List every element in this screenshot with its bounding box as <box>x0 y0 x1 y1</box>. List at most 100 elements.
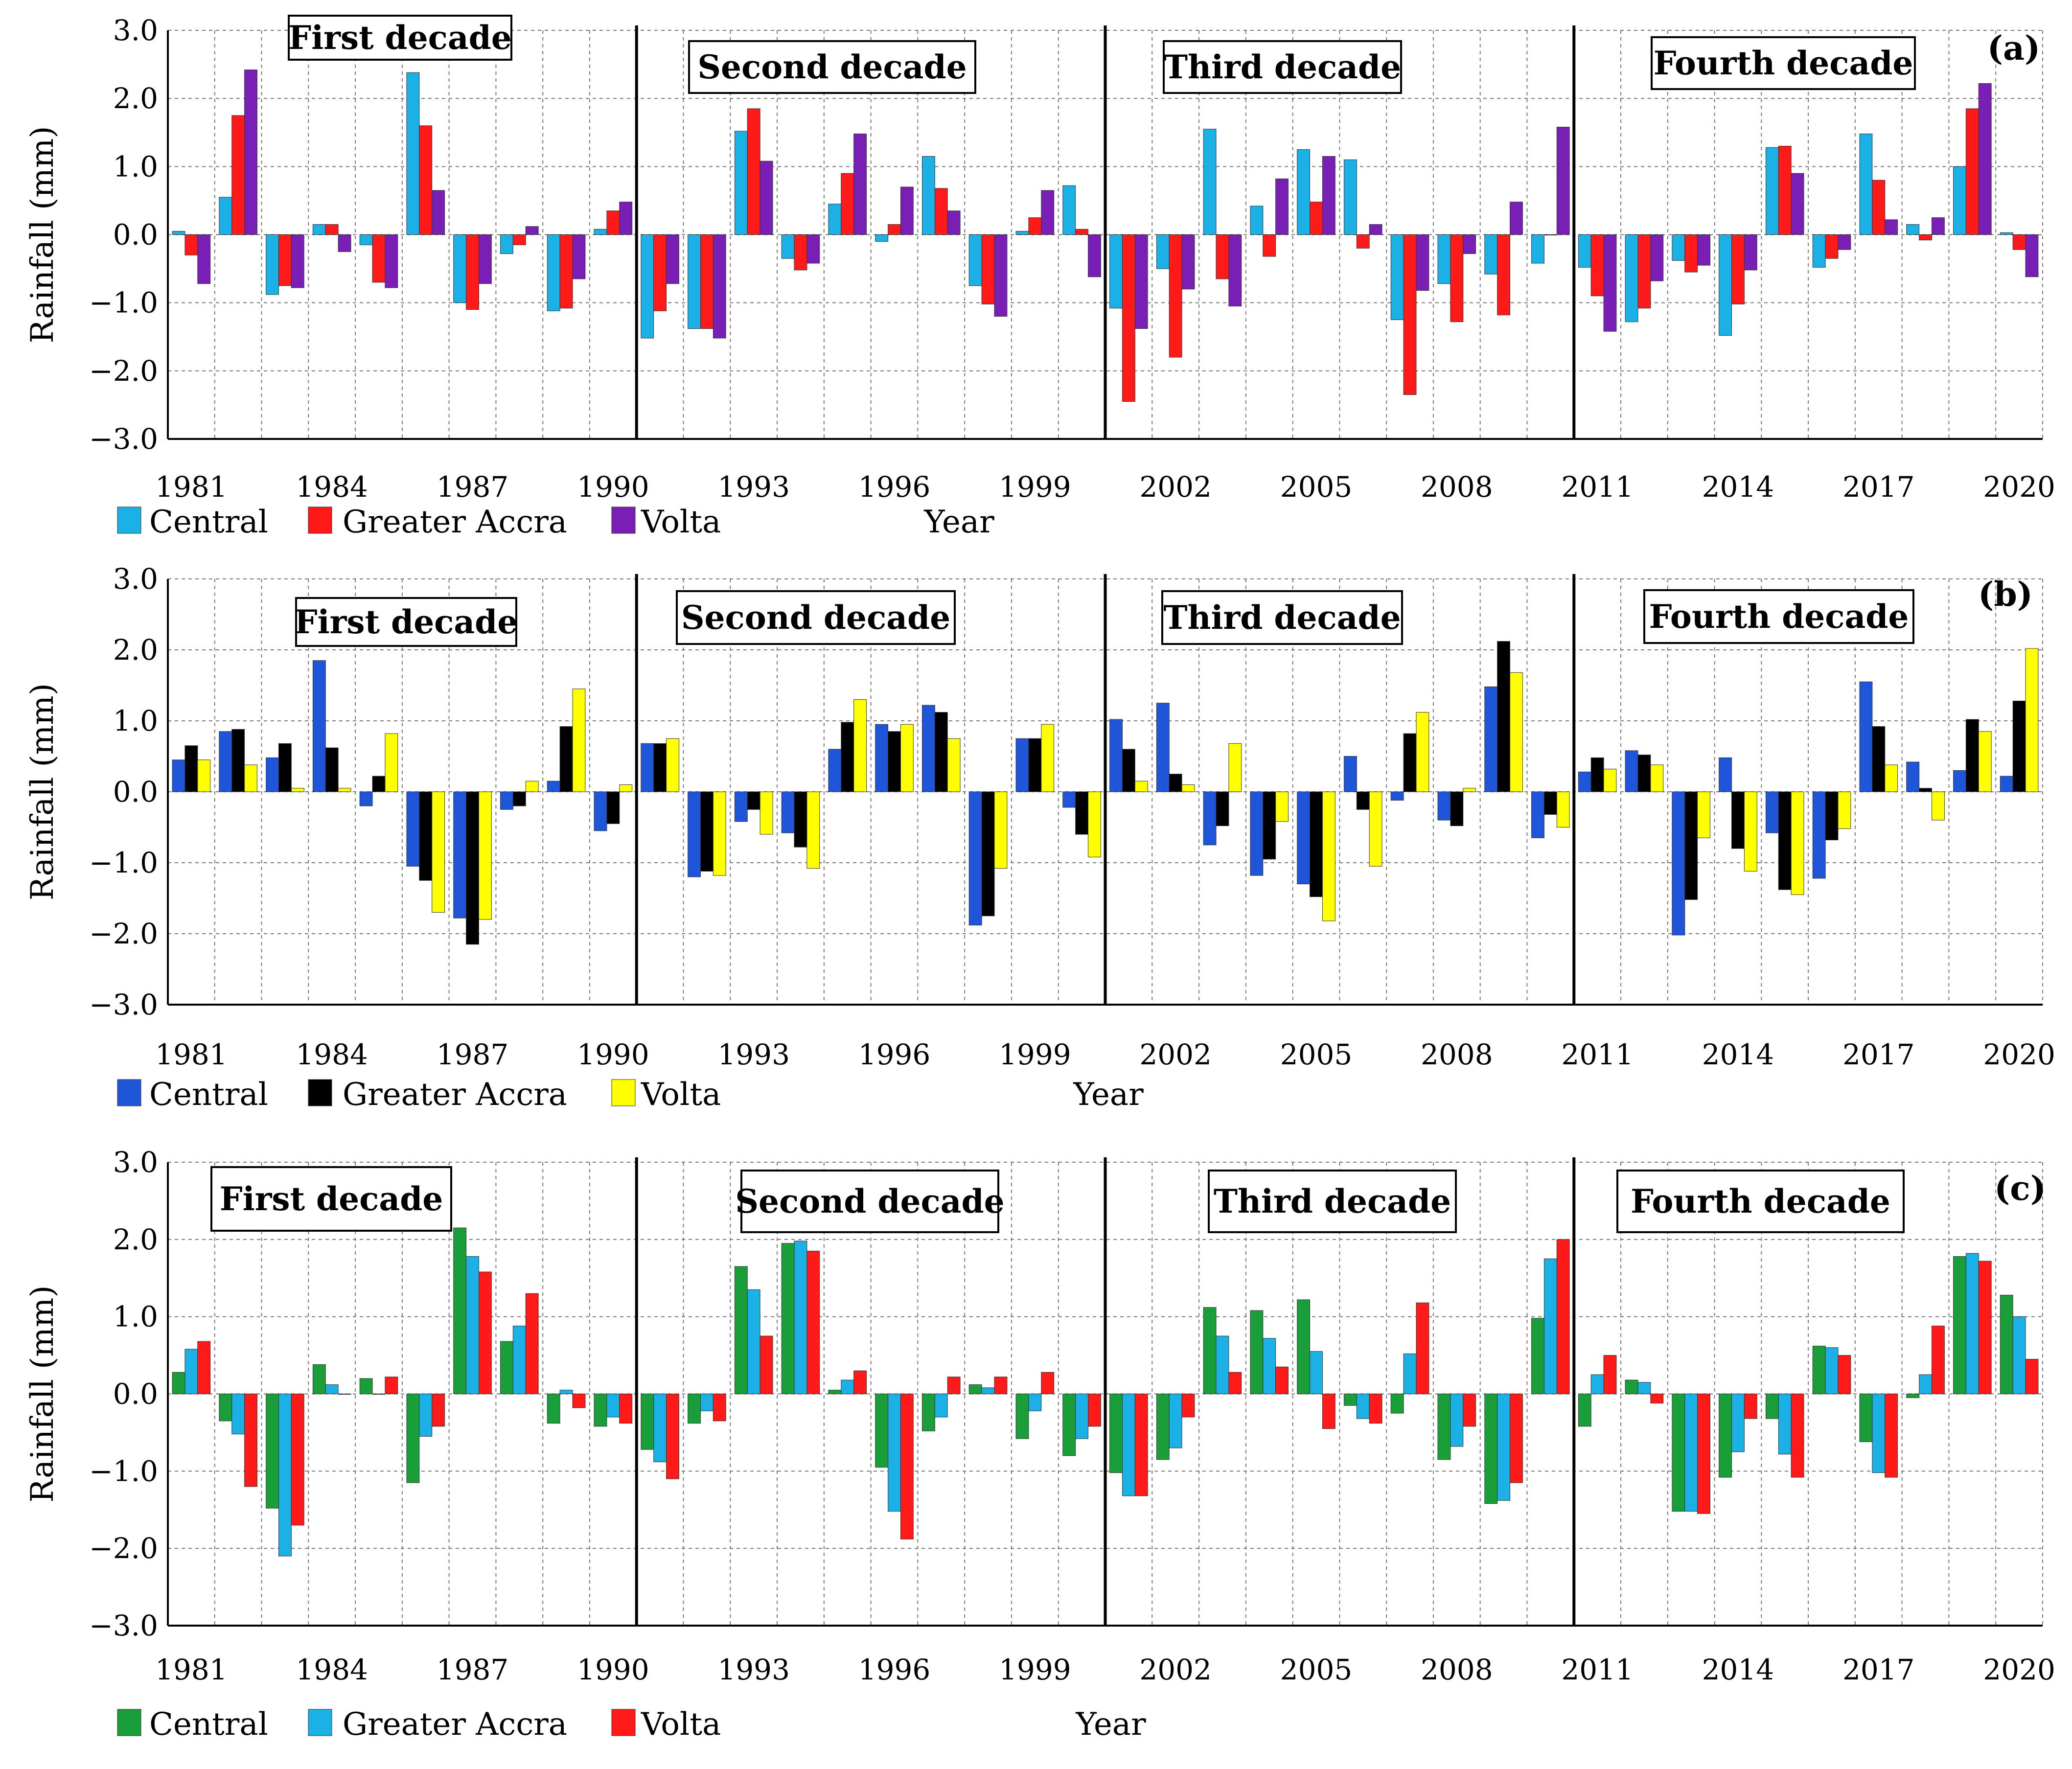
bar-volta-1996 <box>900 724 914 792</box>
bar-volta-1994 <box>806 1251 820 1394</box>
y-tick-label: −3.0 <box>89 1609 158 1642</box>
bar-greater-accra-1993 <box>747 1289 760 1395</box>
bar-central-1998 <box>968 791 982 926</box>
chart-panel-a: 3.0 2.0 1.0 0.0 −1.0 −2.0 −3.0 1981 1984 1987 1990… <box>24 14 2055 540</box>
bar-central-2017 <box>1859 134 1873 235</box>
bar-central-2001 <box>1109 1394 1123 1473</box>
bar-volta-1993 <box>760 1335 773 1394</box>
decade-label: Third decade <box>1214 1182 1451 1220</box>
legend-swatch-greater-accra <box>308 1709 332 1736</box>
legend-swatch-central <box>117 1079 141 1106</box>
legend-label-central: Central <box>149 1706 268 1743</box>
x-tick-label: 2005 <box>1280 1038 1353 1071</box>
y-axis-title: Rainfall (mm) <box>24 1286 61 1503</box>
bar-greater-accra-2000 <box>1075 229 1089 235</box>
bar-central-2013 <box>1672 234 1685 261</box>
legend-label-greater-accra: Greater Accra <box>343 1077 567 1113</box>
bar-volta-1982 <box>244 1394 257 1487</box>
bar-volta-1981 <box>197 234 211 284</box>
bar-central-1983 <box>266 1394 279 1509</box>
bar-central-2016 <box>1812 234 1826 268</box>
bar-volta-2020 <box>2025 234 2039 277</box>
bar-central-1999 <box>1015 231 1029 235</box>
bar-central-1983 <box>266 757 279 792</box>
x-tick-label: 2020 <box>1983 1653 2055 1686</box>
bar-greater-accra-1992 <box>700 1394 714 1411</box>
x-tick-label: 2005 <box>1280 1653 1353 1686</box>
bar-greater-accra-2010 <box>1543 1258 1557 1395</box>
bar-central-1993 <box>734 791 748 822</box>
decade-label-box <box>295 597 517 647</box>
x-tick-label: 2020 <box>1983 1038 2055 1071</box>
bar-volta-2020 <box>2025 648 2039 792</box>
bar-central-1983 <box>266 234 279 295</box>
bar-volta-2005 <box>1322 1394 1335 1429</box>
bar-central-2009 <box>1484 686 1498 792</box>
bar-central-2013 <box>1672 791 1685 936</box>
bar-central-1984 <box>312 224 326 235</box>
bar-greater-accra-2019 <box>1965 1253 1979 1395</box>
bar-greater-accra-2001 <box>1122 234 1135 402</box>
bar-volta-1984 <box>338 234 351 252</box>
bar-greater-accra-1991 <box>653 1394 667 1462</box>
y-tick-label: 3.0 <box>113 562 158 596</box>
x-tick-label: 1996 <box>858 470 931 504</box>
bar-greater-accra-2000 <box>1075 791 1089 835</box>
bar-volta-2009 <box>1510 672 1523 792</box>
bar-central-1981 <box>172 1372 185 1394</box>
bar-greater-accra-1983 <box>278 743 292 792</box>
bar-greater-accra-1991 <box>653 743 667 792</box>
bar-volta-2017 <box>1885 219 1898 235</box>
bar-volta-2007 <box>1416 1302 1429 1394</box>
bar-volta-1988 <box>525 226 539 235</box>
x-tick-label: 2017 <box>1842 1038 1915 1071</box>
bar-volta-2006 <box>1369 791 1382 867</box>
bar-greater-accra-2012 <box>1637 234 1651 309</box>
x-tick-label: 2017 <box>1842 470 1915 504</box>
bar-central-2012 <box>1625 234 1638 322</box>
bar-greater-accra-2006 <box>1356 234 1370 249</box>
bar-volta-2007 <box>1416 712 1429 792</box>
bar-volta-1985 <box>385 234 398 288</box>
bar-greater-accra-2005 <box>1310 202 1323 235</box>
bar-volta-1992 <box>713 1394 726 1422</box>
bar-central-1993 <box>734 131 748 235</box>
x-tick-label: 2020 <box>1983 470 2055 504</box>
bar-greater-accra-2011 <box>1590 234 1604 297</box>
x-tick-label: 1996 <box>858 1038 931 1071</box>
bar-volta-1983 <box>291 234 304 288</box>
bar-volta-2001 <box>1134 234 1148 329</box>
bar-central-2010 <box>1531 1318 1544 1394</box>
bar-central-1989 <box>547 234 560 311</box>
bar-central-1987 <box>453 1227 467 1395</box>
bar-volta-1990 <box>619 202 633 235</box>
bar-central-1986 <box>406 72 420 235</box>
bar-greater-accra-2014 <box>1731 791 1745 849</box>
bar-greater-accra-1994 <box>794 1241 807 1394</box>
bar-greater-accra-2016 <box>1825 791 1839 841</box>
bar-greater-accra-2018 <box>1919 788 1932 792</box>
bar-central-1994 <box>781 791 795 833</box>
bar-greater-accra-1990 <box>606 210 620 235</box>
bar-volta-1998 <box>994 791 1008 869</box>
bar-central-2020 <box>2000 776 2013 792</box>
x-tick-label: 1990 <box>577 1038 649 1071</box>
chart-panel-b: 3.0 2.0 1.0 0.0 −1.0 −2.0 −3.0 1981 1984 1987 1990… <box>24 562 2055 1113</box>
bar-volta-1986 <box>432 190 445 235</box>
bar-greater-accra-1987 <box>466 1256 479 1394</box>
bar-greater-accra-2001 <box>1122 1394 1135 1496</box>
bar-volta-1981 <box>197 1341 211 1395</box>
bar-central-2009 <box>1484 234 1498 275</box>
bar-greater-accra-1993 <box>747 108 760 235</box>
bar-volta-1984 <box>338 788 351 792</box>
bar-volta-2012 <box>1650 764 1664 792</box>
y-tick-label: 0.0 <box>113 218 158 252</box>
bar-central-2004 <box>1250 206 1264 235</box>
bar-volta-1996 <box>900 1394 914 1539</box>
y-tick-label: −2.0 <box>89 354 158 388</box>
bar-greater-accra-1995 <box>841 1379 854 1395</box>
decade-label: First decade <box>295 603 518 641</box>
bar-greater-accra-1988 <box>512 234 526 245</box>
y-tick-label: 0.0 <box>113 1378 158 1411</box>
